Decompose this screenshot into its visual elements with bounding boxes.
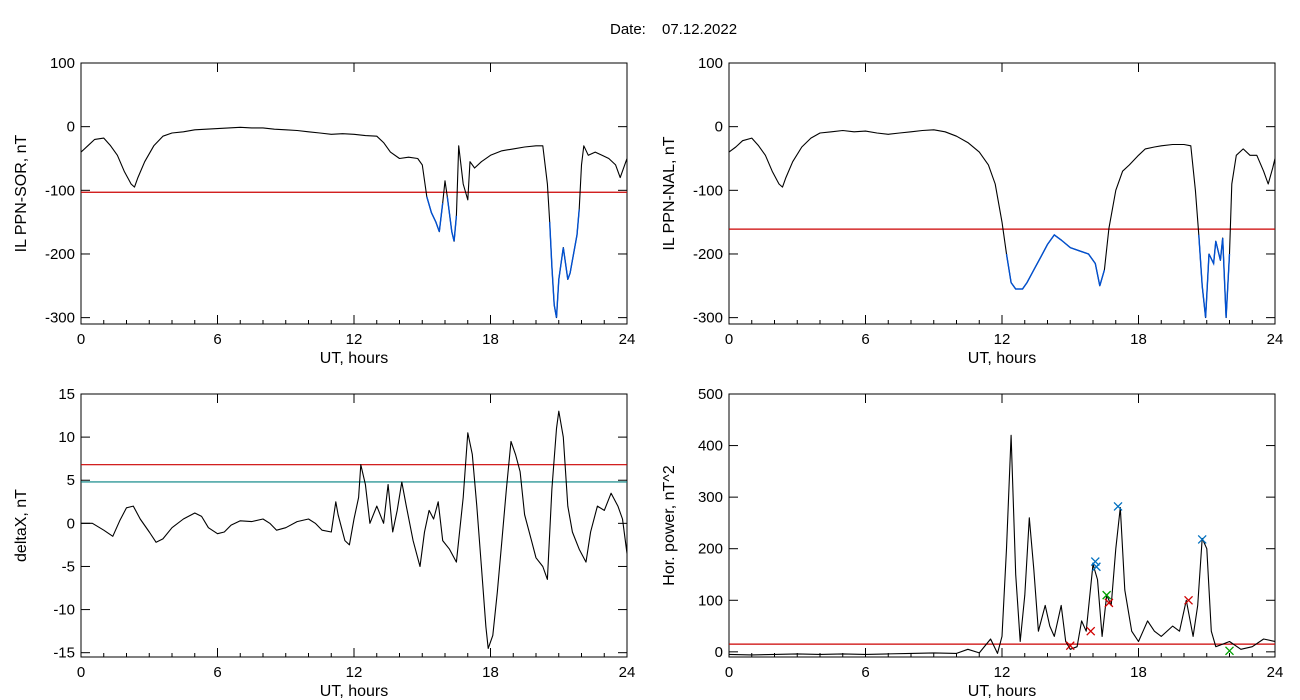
y-tick-label: 100	[50, 55, 75, 72]
x-tick-label: 0	[725, 664, 733, 681]
y-tick-label: 15	[58, 386, 75, 403]
x-tick-label: 12	[994, 331, 1011, 348]
x-axis-label: UT, hours	[320, 683, 388, 700]
y-tick-label: -10	[53, 602, 75, 619]
peak-marker	[1184, 595, 1194, 605]
y-tick-label: 10	[58, 429, 75, 446]
y-tick-label: 0	[715, 119, 723, 136]
y-tick-label: 400	[698, 438, 723, 455]
y-tick-label: 100	[698, 55, 723, 72]
x-tick-label: 18	[1130, 664, 1147, 681]
peak-marker	[1197, 534, 1207, 544]
y-axis-label: IL PPN-SOR, nT	[13, 134, 30, 252]
y-tick-label: -100	[45, 182, 75, 199]
highlight-segment	[1198, 234, 1231, 318]
y-tick-label: 5	[67, 472, 75, 489]
highlight-segment	[549, 209, 580, 318]
peak-marker	[1065, 641, 1075, 651]
peak-marker	[1113, 501, 1123, 511]
x-tick-label: 18	[482, 664, 499, 681]
plot-frame	[728, 393, 1276, 658]
x-tick-label: 24	[619, 664, 636, 681]
highlight-segment	[426, 196, 444, 232]
y-axis-label: Hor. power, nT^2	[661, 465, 678, 586]
x-tick-label: 24	[1267, 331, 1284, 348]
x-tick-label: 0	[77, 331, 85, 348]
x-tick-label: 12	[346, 664, 363, 681]
plot-frame	[80, 393, 628, 658]
peak-marker	[1090, 557, 1100, 567]
x-tick-label: 24	[1267, 664, 1284, 681]
y-tick-label: 0	[715, 644, 723, 661]
x-tick-label: 6	[861, 331, 869, 348]
y-tick-label: 200	[698, 541, 723, 558]
plot-frame	[80, 62, 628, 325]
chart-il-nal: 0 6 12 18 24 100 0 -100 -200 -300 UT, hours IL PPN-…	[661, 55, 1283, 367]
plot-area	[729, 434, 1275, 656]
y-tick-label: 300	[698, 489, 723, 506]
x-tick-label: 6	[861, 664, 869, 681]
y-tick-label: 0	[67, 515, 75, 532]
plot-area	[81, 126, 627, 319]
peak-marker	[1102, 590, 1112, 600]
y-tick-label: 100	[698, 592, 723, 609]
date-value: 07.12.2022	[662, 21, 737, 38]
series-line	[81, 410, 627, 649]
x-tick-label: 12	[994, 664, 1011, 681]
y-axis-label: deltaX, nT	[13, 489, 30, 562]
chart-delta-x: 0 6 12 18 24 15 10 5 0 -5 -10 -15 UT, hours deltaX, n…	[13, 386, 635, 700]
y-tick-label: -100	[693, 182, 723, 199]
y-tick-label: -15	[53, 645, 75, 662]
y-axis-label: IL PPN-NAL, nT	[661, 136, 678, 250]
plot-area	[81, 410, 627, 649]
y-tick-label: 500	[698, 386, 723, 403]
chart-hor-power: 0 6 12 18 24 500 400 300 200 100 0 UT, hours Hor. po…	[661, 386, 1283, 700]
y-tick-label: -5	[62, 558, 75, 575]
peak-marker	[1225, 646, 1234, 656]
highlight-segment	[446, 196, 458, 242]
peak-marker	[1104, 598, 1114, 608]
x-axis-label: UT, hours	[320, 350, 388, 367]
date-label: Date:	[610, 21, 646, 38]
x-tick-label: 6	[213, 331, 221, 348]
series-line	[81, 126, 627, 319]
x-tick-label: 18	[1130, 331, 1147, 348]
y-tick-label: -200	[45, 246, 75, 263]
x-tick-label: 18	[482, 331, 499, 348]
x-tick-label: 12	[346, 331, 363, 348]
series-line	[729, 129, 1275, 319]
y-tick-label: -300	[45, 310, 75, 327]
y-tick-label: -200	[693, 246, 723, 263]
x-axis-label: UT, hours	[968, 350, 1036, 367]
highlight-segment	[1005, 233, 1106, 290]
peak-marker	[1091, 562, 1101, 572]
chart-il-sor: 0 6 12 18 24 100 0 -100 -200 -300 UT, hours IL PPN-…	[13, 55, 635, 367]
x-tick-label: 0	[77, 664, 85, 681]
x-tick-label: 0	[725, 331, 733, 348]
x-axis-label: UT, hours	[968, 683, 1036, 700]
peak-marker	[1086, 626, 1096, 636]
series-line	[729, 434, 1275, 656]
x-tick-label: 24	[619, 331, 636, 348]
plot-frame	[728, 62, 1276, 325]
plot-area	[729, 129, 1275, 319]
y-tick-label: -300	[693, 310, 723, 327]
x-tick-label: 6	[213, 664, 221, 681]
y-tick-label: 0	[67, 119, 75, 136]
